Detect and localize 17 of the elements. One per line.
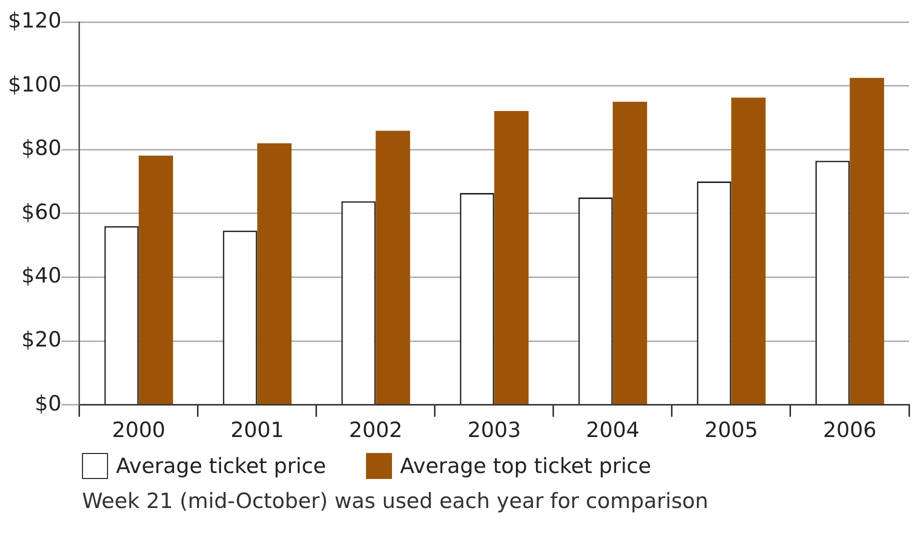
x-tick-label: 2006 xyxy=(823,418,876,442)
x-tick-label: 2001 xyxy=(230,418,284,442)
x-tick-label: 2000 xyxy=(112,418,166,442)
x-tick-label: 2002 xyxy=(348,418,402,442)
x-tick-label: 2005 xyxy=(704,418,758,442)
text: Week 21 (mid-October) was used each year for comparison xyxy=(81,488,710,515)
x-tick-label: 2004 xyxy=(586,418,640,442)
y-tick-label: $0 xyxy=(34,391,62,416)
text: Average ticket price xyxy=(116,454,326,478)
y-tick-label: $120 xyxy=(8,8,62,32)
x-tick-label: 2003 xyxy=(467,418,521,442)
y-tick-label: $100 xyxy=(8,72,62,96)
y-tick-label: $40 xyxy=(21,264,62,288)
y-tick-label: $80 xyxy=(21,136,62,160)
y-tick-label: $20 xyxy=(21,327,62,352)
legend-label: Average top ticket price xyxy=(400,454,652,478)
y-tick-label: $60 xyxy=(21,200,62,224)
